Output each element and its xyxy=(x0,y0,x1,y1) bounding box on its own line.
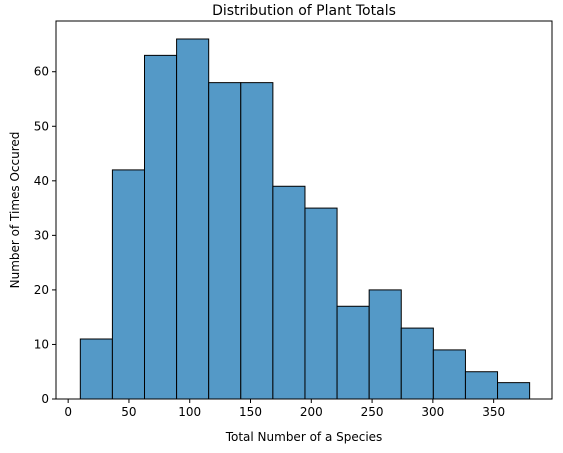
x-tick-label-7: 350 xyxy=(482,405,505,419)
chart-title: Distribution of Plant Totals xyxy=(212,3,396,19)
x-tick-label-3: 150 xyxy=(239,405,262,419)
histogram-bar-12 xyxy=(464,371,499,400)
x-tick-label-0: 0 xyxy=(64,405,72,419)
bars-layer xyxy=(79,38,531,400)
histogram-bar-13 xyxy=(497,382,531,400)
histogram-bar-6 xyxy=(272,185,306,400)
histogram-bar-4 xyxy=(208,82,242,400)
y-tick-label-2: 20 xyxy=(34,283,49,297)
x-tick-label-5: 250 xyxy=(361,405,384,419)
y-tick-label-5: 50 xyxy=(34,119,49,133)
y-axis-label: Number of Times Occured xyxy=(8,132,22,289)
y-tick-label-3: 30 xyxy=(34,228,49,242)
x-tick-label-4: 200 xyxy=(300,405,323,419)
x-axis-label: Total Number of a Species xyxy=(225,430,383,444)
histogram-bar-5 xyxy=(240,82,274,400)
histogram-bar-7 xyxy=(304,207,338,400)
y-axis-ticks: 0 10 20 30 40 50 60 xyxy=(34,65,56,406)
plot-frame xyxy=(55,20,553,400)
histogram-bar-10 xyxy=(400,327,434,400)
x-axis-ticks: 0 50 100 150 200 250 300 350 xyxy=(64,399,505,419)
histogram-bar-9 xyxy=(368,289,402,400)
y-tick-label-6: 60 xyxy=(34,65,49,79)
histogram-bar-1 xyxy=(111,169,146,400)
x-tick-label-6: 300 xyxy=(421,405,444,419)
histogram-bar-11 xyxy=(432,349,466,400)
y-tick-label-1: 10 xyxy=(34,337,49,351)
histogram-bar-8 xyxy=(336,305,370,400)
histogram-bar-3 xyxy=(176,38,210,400)
y-tick-label-0: 0 xyxy=(41,392,49,406)
y-tick-label-4: 40 xyxy=(34,174,49,188)
histogram-bar-2 xyxy=(144,54,178,400)
x-tick-label-2: 100 xyxy=(178,405,201,419)
x-tick-label-1: 50 xyxy=(121,405,136,419)
histogram-bar-0 xyxy=(79,338,113,400)
